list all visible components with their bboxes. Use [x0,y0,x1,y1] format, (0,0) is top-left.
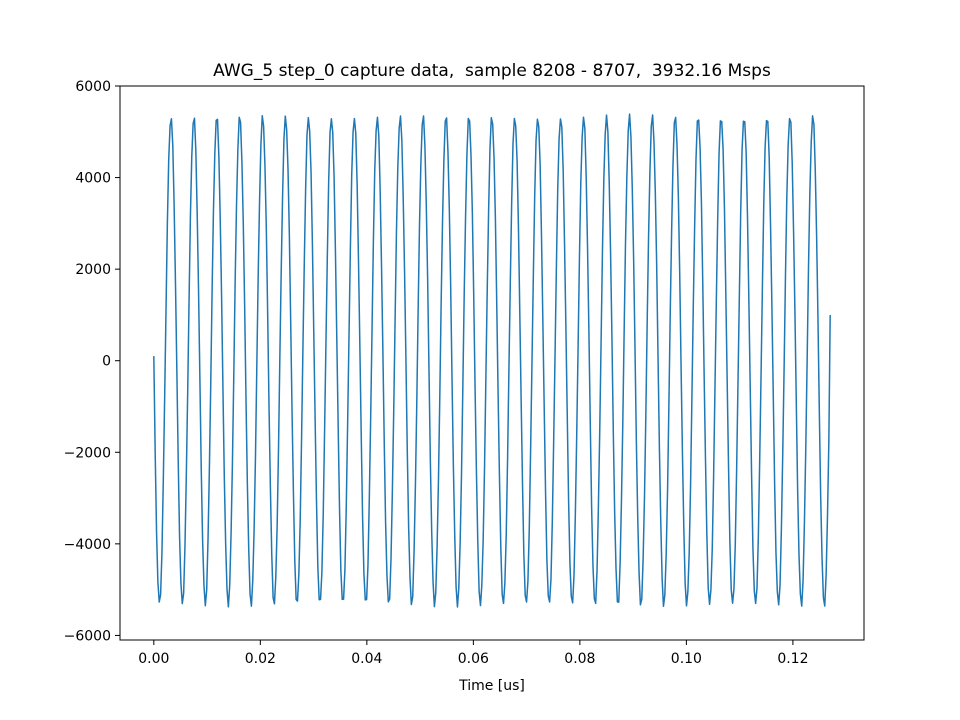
x-tick-label: 0.08 [564,651,595,667]
y-tick-label: 2000 [75,262,111,278]
chart-title: AWG_5 step_0 capture data, sample 8208 -… [213,61,771,81]
y-tick-label: 6000 [75,79,111,95]
y-axis: −6000 −4000 −2000 0 2000 4000 6000 [64,79,120,644]
x-tick-label: 0.06 [458,651,489,667]
y-tick-label: 0 [102,354,111,370]
x-tick-label: 0.12 [777,651,808,667]
axes-frame [119,85,865,641]
x-tick-label: 0.04 [351,651,382,667]
y-tick-label: −4000 [64,537,111,553]
y-tick-label: −2000 [64,445,111,461]
x-tick-label: 0.10 [671,651,702,667]
series-layer [153,113,831,608]
plot-area [119,85,865,641]
y-tick-label: −6000 [64,628,111,644]
x-axis-label: Time [us] [458,678,525,694]
x-axis: 0.00 0.02 0.04 0.06 0.08 0.10 0.12 [138,640,808,667]
series-line [153,113,831,608]
x-tick-label: 0.00 [138,651,169,667]
y-tick-label: 4000 [75,171,111,187]
x-tick-label: 0.02 [245,651,276,667]
